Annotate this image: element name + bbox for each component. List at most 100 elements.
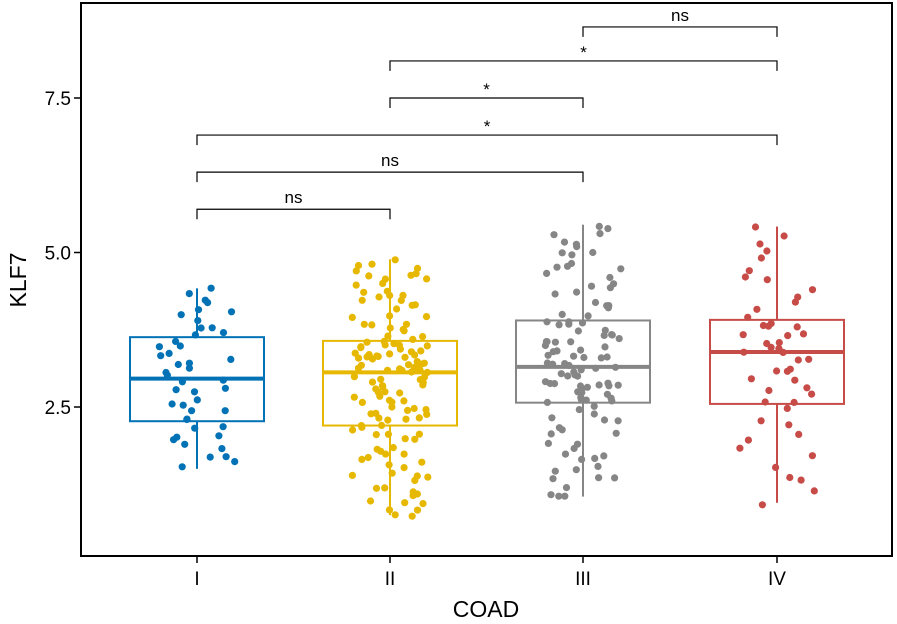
data-point (190, 388, 199, 396)
data-point (386, 350, 394, 358)
data-point (401, 353, 409, 361)
data-point (400, 450, 408, 458)
data-point (385, 461, 393, 469)
data-point (794, 293, 802, 301)
data-point (413, 472, 421, 480)
data-point (805, 355, 813, 363)
data-point (561, 492, 569, 500)
data-point (773, 367, 781, 375)
data-point (555, 492, 563, 500)
data-point (351, 349, 359, 357)
data-point (360, 320, 368, 328)
data-point (384, 332, 392, 340)
data-point (590, 410, 598, 418)
data-point (185, 290, 193, 298)
data-point (409, 335, 417, 343)
data-point (758, 501, 767, 509)
data-point (350, 373, 358, 381)
data-point (589, 248, 597, 257)
data-point (162, 368, 170, 377)
significance-label: * (580, 43, 587, 62)
data-point (381, 484, 389, 492)
data-point (155, 343, 163, 351)
data-point (422, 313, 431, 321)
data-point (391, 511, 399, 519)
data-point (368, 260, 376, 268)
axis-layer: 2.55.07.5I II III IV (45, 89, 787, 590)
data-point (193, 396, 201, 404)
data-point (415, 430, 423, 438)
box-body (322, 339, 458, 427)
data-point (405, 361, 413, 369)
data-point (557, 370, 565, 378)
data-point (384, 430, 392, 438)
data-point (372, 385, 380, 393)
data-point (215, 432, 223, 440)
data-point (611, 474, 619, 482)
data-point (571, 371, 579, 379)
data-point (418, 458, 426, 466)
data-point (543, 398, 552, 406)
data-point (400, 327, 408, 335)
data-point (551, 338, 560, 346)
data-point (383, 366, 392, 374)
data-point (402, 320, 411, 328)
data-point (786, 473, 794, 482)
data-point (561, 360, 569, 368)
data-point (603, 390, 612, 398)
data-point (756, 240, 764, 248)
data-point (350, 393, 358, 401)
data-point (172, 337, 180, 345)
data-point (398, 366, 406, 374)
data-point (795, 430, 803, 438)
data-point (410, 404, 418, 413)
data-point (558, 249, 566, 257)
data-point (357, 343, 365, 351)
data-point (388, 469, 396, 477)
data-point (753, 305, 761, 313)
data-point (423, 368, 431, 376)
data-point (423, 275, 431, 283)
data-point (751, 223, 760, 231)
data-point (375, 293, 383, 301)
data-point (197, 324, 205, 332)
significance-label: ns (671, 6, 689, 25)
data-point (551, 290, 559, 298)
data-point (803, 384, 811, 392)
data-point (601, 343, 609, 351)
data-point (543, 359, 552, 367)
data-point (761, 398, 769, 406)
data-point (204, 299, 212, 307)
data-point (744, 313, 752, 321)
data-point (564, 372, 572, 380)
data-point (401, 435, 409, 443)
data-point (401, 499, 409, 507)
data-point (358, 398, 366, 406)
data-point (176, 342, 184, 350)
data-point (348, 313, 356, 321)
significance-bracket (196, 171, 584, 183)
data-point (372, 431, 380, 439)
x-tick-label: II (385, 569, 396, 590)
y-tick-label: 7.5 (45, 89, 71, 110)
data-point (415, 414, 423, 422)
data-point (578, 319, 587, 327)
data-point (808, 452, 817, 460)
data-point (741, 273, 750, 281)
data-point (583, 383, 592, 391)
data-point (379, 383, 387, 391)
data-point (574, 327, 583, 335)
data-point (797, 476, 805, 484)
data-point (590, 402, 598, 410)
data-point (544, 351, 552, 359)
data-point (736, 444, 744, 452)
data-point (357, 361, 365, 369)
significance-bracket (196, 208, 391, 220)
data-point (409, 488, 417, 496)
data-point (568, 251, 576, 259)
significance-bracket (389, 60, 778, 71)
data-point (365, 272, 373, 280)
data-point (570, 352, 578, 360)
data-point (548, 414, 556, 422)
data-point (395, 341, 403, 349)
